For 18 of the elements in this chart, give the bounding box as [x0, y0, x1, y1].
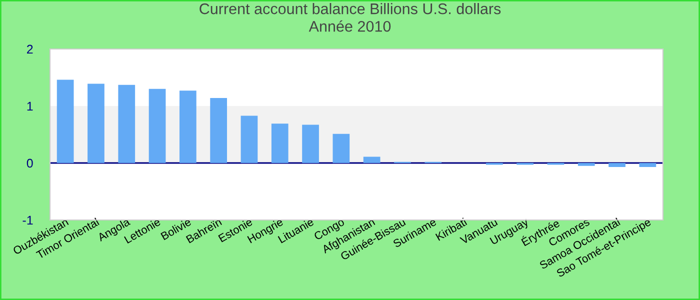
bar — [332, 134, 350, 163]
bar — [118, 84, 136, 163]
bar — [639, 163, 656, 167]
bar — [363, 156, 380, 163]
chart-title: Current account balance Billions U.S. dollars Année 2010 — [200, 3, 501, 32]
y-tick-label: 2 — [27, 44, 33, 54]
bar — [179, 90, 196, 163]
bar — [608, 163, 626, 167]
bar — [88, 84, 104, 163]
bar — [271, 124, 288, 163]
y-tick-label: 0 — [26, 158, 33, 168]
bar — [240, 116, 258, 163]
bar — [578, 163, 595, 166]
bar — [302, 124, 319, 163]
bar — [56, 80, 74, 163]
y-tick-label: 1 — [27, 102, 33, 111]
bar — [210, 98, 228, 163]
bar — [148, 88, 166, 163]
